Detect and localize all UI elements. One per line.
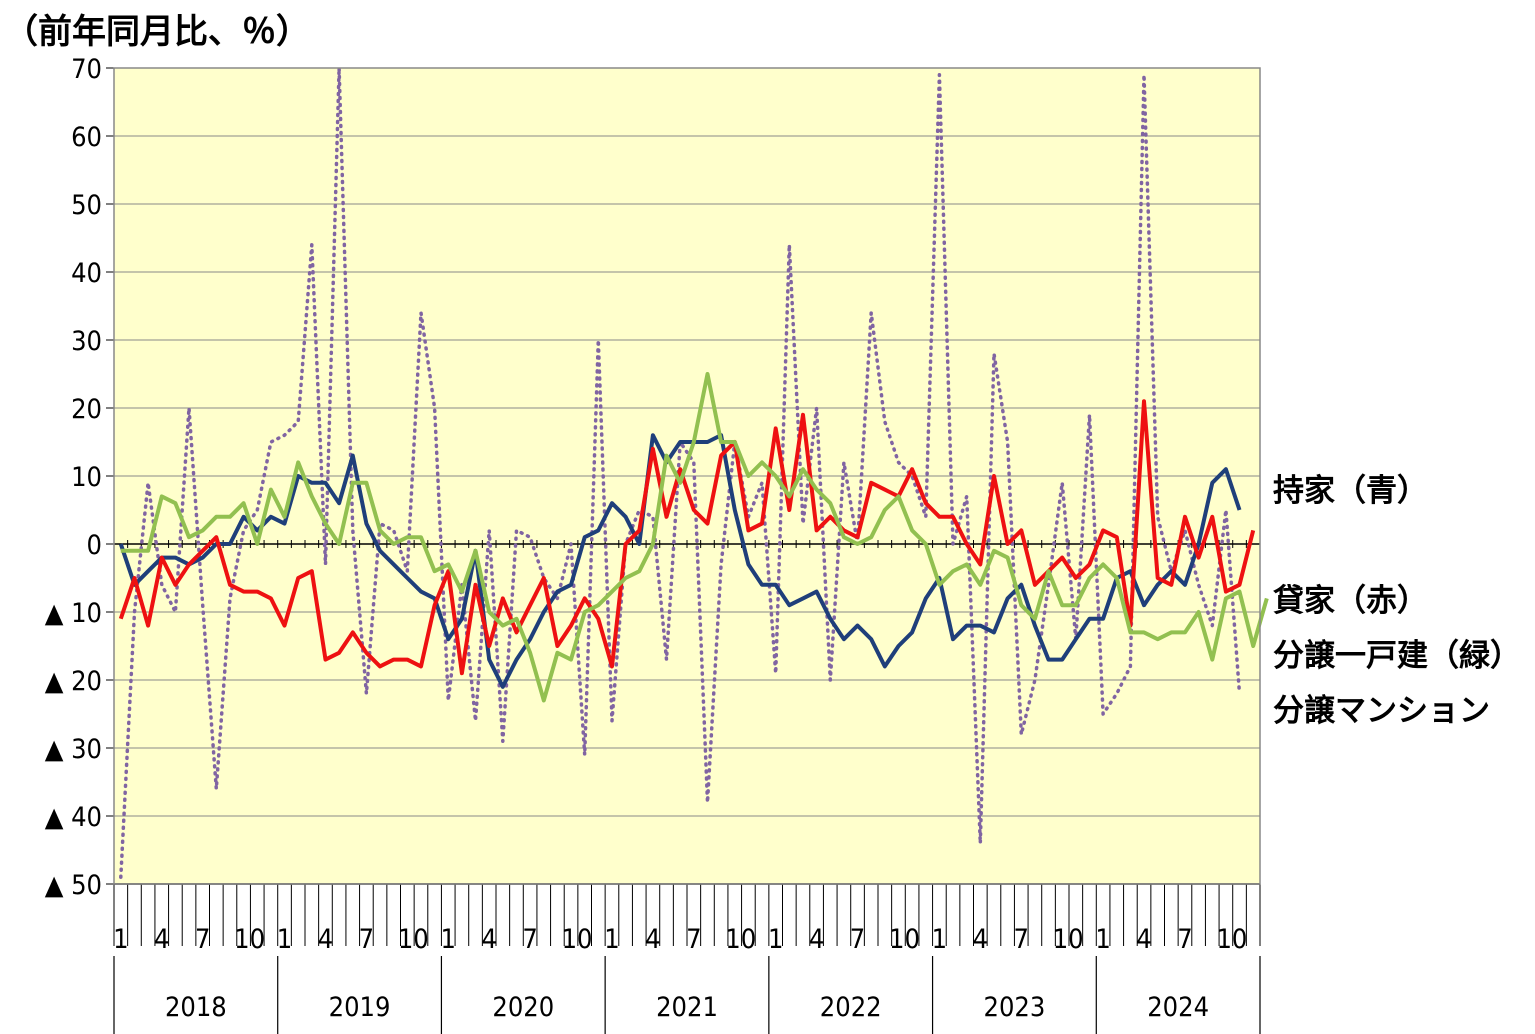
month-tick-label: 10 — [234, 924, 265, 955]
month-tick-label: 4 — [645, 924, 660, 955]
month-tick-label: 10 — [562, 924, 593, 955]
legend-detached-for-sale: 分譲一戸建（緑） — [1273, 638, 1521, 674]
y-tick-label: 40 — [71, 258, 102, 289]
month-tick-label: 7 — [686, 924, 701, 955]
y-tick-label: 0 — [87, 530, 102, 561]
month-tick-label: 1 — [604, 924, 619, 955]
year-label: 2020 — [492, 992, 554, 1023]
unit-label: （前年同月比、％） — [4, 12, 310, 52]
y-axis: 70 60 50 40 30 20 10 0 ▲ 10 ▲ 20 ▲ 30 ▲ 40 ▲ 50 — [45, 54, 114, 901]
month-tick-label: 4 — [973, 924, 988, 955]
y-tick-label: 60 — [71, 122, 102, 153]
month-tick-label: 4 — [1136, 924, 1151, 955]
month-tick-label: 4 — [154, 924, 169, 955]
year-label: 2019 — [329, 992, 391, 1023]
year-label: 2018 — [165, 992, 227, 1023]
y-tick-label: 30 — [71, 326, 102, 357]
year-label: 2022 — [820, 992, 882, 1023]
month-tick-label: 10 — [1216, 924, 1247, 955]
y-tick-label: 70 — [71, 54, 102, 85]
month-tick-label: 1 — [277, 924, 292, 955]
y-tick-label: 10 — [71, 462, 102, 493]
y-tick-label: ▲ 10 — [45, 598, 102, 629]
month-tick-label: 7 — [522, 924, 537, 955]
month-tick-label: 4 — [318, 924, 333, 955]
series-line-1 — [118, 399, 1256, 676]
y-tick-label: 50 — [71, 190, 102, 221]
month-tick-label: 4 — [481, 924, 496, 955]
year-label: 2024 — [1147, 992, 1209, 1023]
month-tick-label: 10 — [398, 924, 429, 955]
year-label: 2021 — [656, 992, 718, 1023]
series-line-2 — [120, 372, 1269, 703]
y-tick-label: 20 — [71, 394, 102, 425]
month-tick-label: 7 — [1014, 924, 1029, 955]
month-tick-label: 7 — [359, 924, 374, 955]
month-tick-label: 10 — [725, 924, 756, 955]
plot-border — [113, 67, 1261, 885]
month-tick-label: 10 — [889, 924, 920, 955]
month-tick-label: 1 — [1095, 924, 1110, 955]
month-tick-label: 1 — [768, 924, 783, 955]
y-tick-label: ▲ 50 — [45, 870, 102, 901]
month-tick-label: 7 — [1177, 924, 1192, 955]
gridlines — [113, 67, 1261, 885]
series-lines — [118, 66, 1269, 879]
legend-condominium: 分譲マンション — [1273, 693, 1490, 729]
month-tick-label: 10 — [1053, 924, 1084, 955]
legend-owner-occupied: 持家（青） — [1273, 473, 1428, 509]
legend-rental: 貸家（赤） — [1273, 583, 1428, 619]
month-tick-label: 4 — [809, 924, 824, 955]
y-tick-label: ▲ 30 — [45, 734, 102, 765]
month-tick-label: 7 — [195, 924, 210, 955]
month-tick-label: 1 — [441, 924, 456, 955]
month-tick-label: 1 — [932, 924, 947, 955]
y-tick-label: ▲ 40 — [45, 802, 102, 833]
year-label: 2023 — [984, 992, 1046, 1023]
y-tick-label: ▲ 20 — [45, 666, 102, 697]
month-tick-label: 1 — [113, 924, 128, 955]
month-tick-label: 7 — [850, 924, 865, 955]
